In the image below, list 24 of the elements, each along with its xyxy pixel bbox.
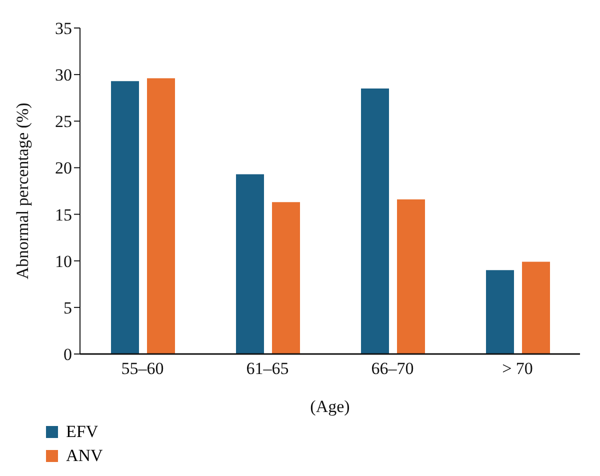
y-tick-label: 25 xyxy=(55,112,72,132)
x-tick-label: 66–70 xyxy=(371,359,414,378)
bar xyxy=(147,78,175,354)
bar xyxy=(486,270,514,354)
bar xyxy=(272,202,300,354)
y-tick-label: 15 xyxy=(55,205,72,224)
y-axis-title: Abnormal percentage (%) xyxy=(13,102,32,280)
bar xyxy=(522,262,550,354)
y-tick-label: 10 xyxy=(55,252,72,271)
x-tick-label: 61–65 xyxy=(246,359,289,378)
legend-label: EFV xyxy=(66,422,98,442)
x-axis-title: (Age) xyxy=(310,397,350,416)
y-tick-label: 0 xyxy=(64,345,72,364)
bar xyxy=(397,199,425,354)
y-tick-label: 5 xyxy=(64,298,72,318)
bar xyxy=(361,88,389,354)
bar xyxy=(111,81,139,354)
y-tick-label: 20 xyxy=(55,158,72,178)
x-tick-label: 55–60 xyxy=(121,359,164,378)
x-tick-label: > 70 xyxy=(502,359,533,378)
legend-label: ANV xyxy=(66,446,103,466)
y-tick-label: 35 xyxy=(55,19,72,38)
y-tick-label: 30 xyxy=(55,66,72,85)
bar xyxy=(236,174,264,354)
